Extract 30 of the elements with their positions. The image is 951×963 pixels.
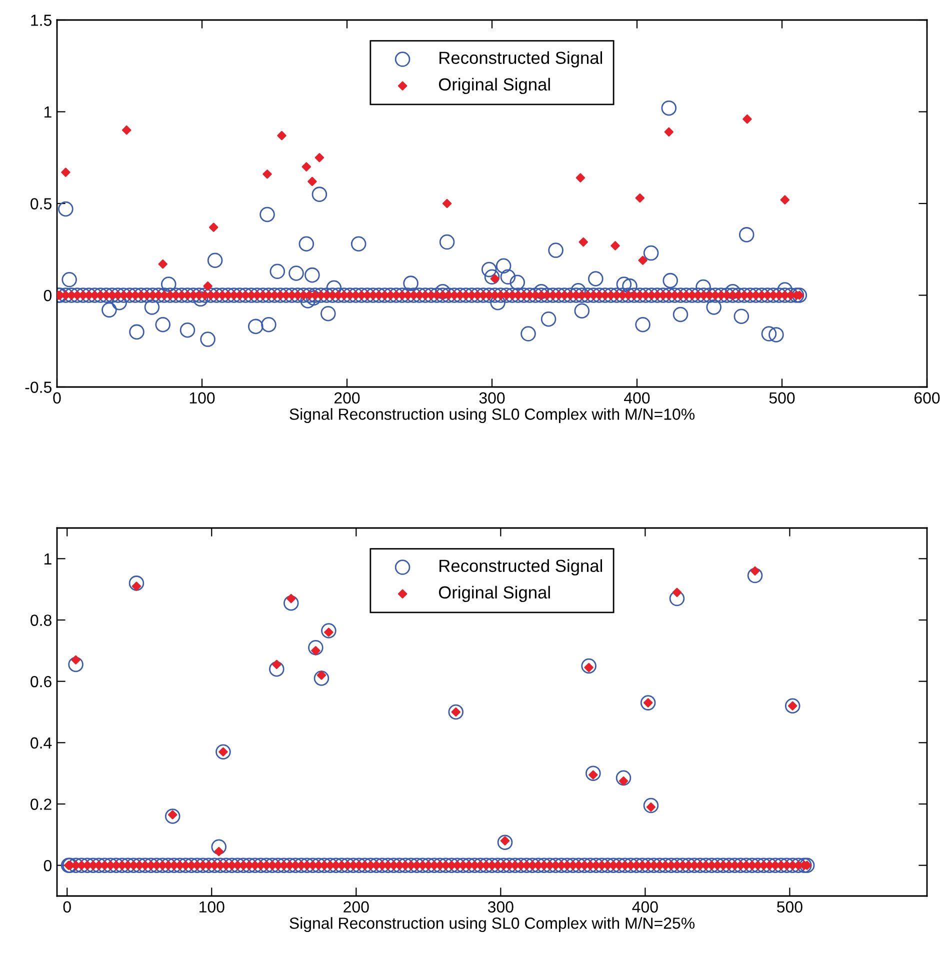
- legend-label: Original Signal: [438, 586, 550, 602]
- y-tick-label: 0: [44, 290, 52, 302]
- y-tick-label: -0.5: [25, 382, 52, 393]
- y-tick-label: 0.4: [30, 737, 52, 749]
- x-tick-label: 100: [190, 392, 215, 404]
- x-tick-label: 500: [769, 392, 795, 404]
- legend-label: Original Signal: [438, 78, 550, 94]
- x-tick-label: 500: [777, 901, 802, 913]
- y-tick-label: 0.5: [30, 198, 52, 210]
- x-tick-label: 400: [632, 901, 658, 913]
- legend-label: Reconstructed Signal: [440, 51, 602, 68]
- y-tick-label: 0.6: [30, 676, 52, 688]
- x-tick-label: 400: [624, 392, 650, 404]
- x-tick-label: 0: [53, 392, 61, 404]
- y-tick-label: 1.5: [31, 14, 52, 26]
- y-tick-label: 1: [44, 106, 52, 118]
- x-axis-title: Signal Reconstruction using SL0 Complex with M/N=25%: [290, 917, 695, 932]
- x-tick-label: 300: [479, 392, 505, 404]
- x-tick-label: 200: [334, 392, 360, 404]
- x-tick-label: 200: [344, 901, 369, 913]
- legend-label: Reconstructed Signal: [440, 559, 602, 576]
- x-axis-title: Signal Reconstruction using SL0 Complex with M/N=10%: [290, 408, 695, 424]
- x-tick-label: 0: [63, 901, 71, 913]
- x-tick-label: 600: [914, 392, 940, 404]
- x-tick-label: 300: [488, 901, 514, 913]
- y-tick-label: 0.8: [30, 614, 52, 626]
- y-tick-label: 0.2: [30, 798, 52, 810]
- y-tick-label: 0: [44, 860, 52, 872]
- x-tick-label: 100: [200, 901, 224, 913]
- y-tick-label: 1: [44, 553, 52, 564]
